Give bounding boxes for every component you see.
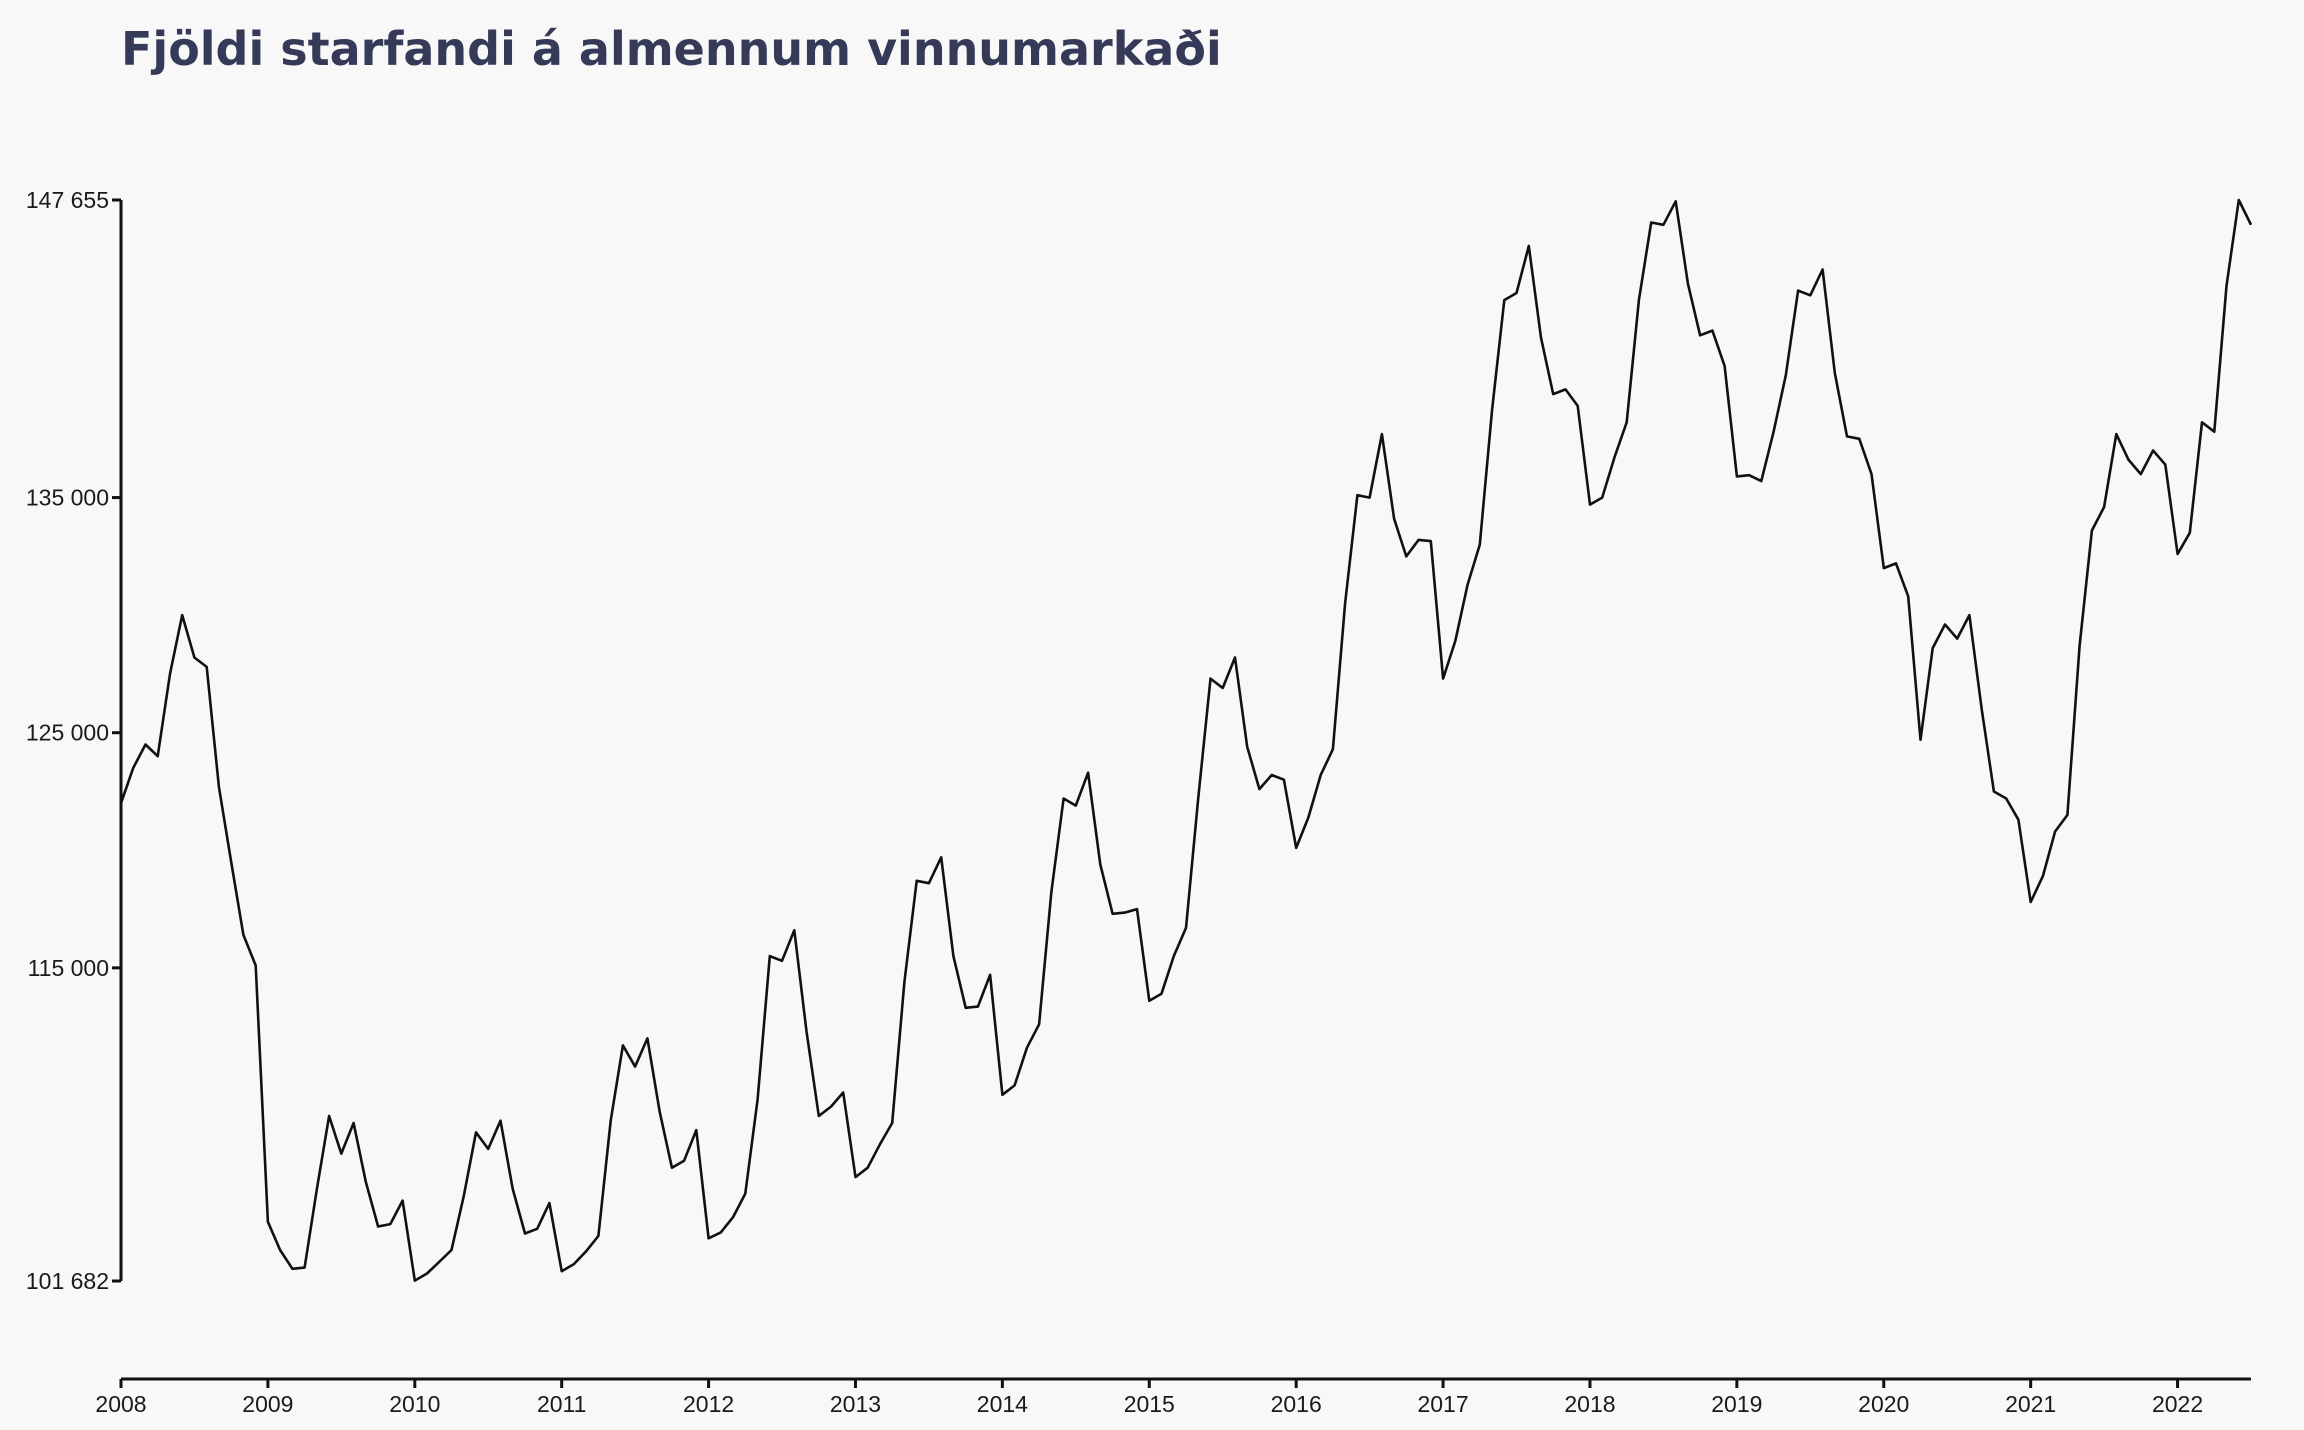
x-tick-label: 2017 [1417,1391,1468,1417]
y-tick-label: 135 000 [26,485,109,511]
x-tick-label: 2020 [1858,1391,1909,1417]
x-tick-label: 2009 [242,1391,293,1417]
y-tick-label: 147 655 [26,187,109,213]
x-tick-label: 2015 [1124,1391,1175,1417]
x-tick-label: 2016 [1271,1391,1322,1417]
x-tick-label: 2014 [977,1391,1028,1417]
x-tick-label: 2011 [537,1391,586,1417]
y-tick-label: 125 000 [26,720,109,746]
y-tick-label: 101 682 [26,1268,109,1294]
y-axis: 101 682 115 000 125 000 135 000 147 655 [26,187,123,1294]
x-axis: 2008 2009 2010 2011 2012 2013 2014 2015 2016 2017… [95,1377,2251,1417]
chart-title: Fjöldi starfandi á almennum vinnumarkaði [121,22,1222,76]
x-tick-label: 2019 [1711,1391,1762,1417]
y-tick-label: 115 000 [28,955,109,981]
x-tick-label: 2013 [830,1391,881,1417]
x-tick-label: 2008 [95,1391,146,1417]
x-tick-label: 2010 [389,1391,440,1417]
series-group [119,198,2253,1282]
series-line [119,198,2253,1282]
x-tick-label: 2018 [1564,1391,1615,1417]
x-tick-label: 2022 [2152,1391,2203,1417]
x-tick-label: 2012 [683,1391,734,1417]
x-tick-label: 2021 [2005,1391,2056,1417]
